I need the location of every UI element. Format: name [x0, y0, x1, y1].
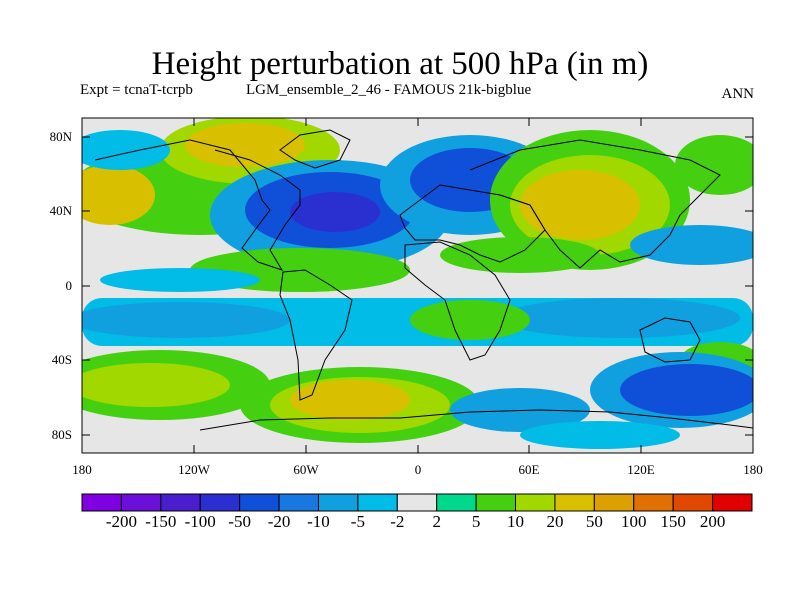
lon-label-0: 0	[414, 462, 422, 477]
contour-field	[82, 118, 753, 453]
coastline-greenland	[279, 129, 351, 169]
contour-negative	[100, 268, 260, 292]
colorbar-swatch	[633, 493, 674, 512]
lat-label-40n: 40N	[49, 203, 72, 218]
colorbar-swatch	[515, 493, 556, 512]
colorbar-swatch	[436, 493, 477, 512]
lat-label-80n: 80N	[49, 129, 72, 144]
colorbar-label: -2	[390, 512, 405, 531]
contour-positive	[675, 135, 753, 195]
contour-positive	[410, 300, 530, 340]
colorbar-swatch	[317, 493, 359, 512]
colorbar-swatch	[593, 493, 635, 512]
colorbar-label: 10	[507, 512, 525, 531]
colorbar-swatch	[672, 493, 714, 512]
colorbar-label: -10	[307, 512, 330, 531]
axis-ticks	[82, 118, 753, 453]
lon-label-60w: 60W	[293, 462, 319, 477]
contour-positive	[290, 380, 410, 420]
contour-negative	[450, 388, 590, 432]
lat-label-80s: 80S	[51, 427, 72, 442]
colorbar-swatch	[278, 493, 319, 512]
experiment-label: Expt = tcnaT-tcrpb	[80, 82, 193, 98]
coastline-africa	[404, 241, 511, 361]
colorbar-label: 2	[432, 512, 441, 531]
colorbar-label: -5	[350, 512, 365, 531]
contour-negative	[500, 298, 740, 338]
colorbar-swatch	[357, 493, 398, 512]
colorbar-label: 200	[699, 512, 726, 531]
contour-negative	[82, 302, 290, 338]
colorbar-label: -20	[267, 512, 291, 531]
colorbar-swatch	[712, 493, 753, 512]
colorbar-label: 100	[621, 512, 647, 531]
colorbar-swatch	[475, 493, 517, 512]
colorbar-label: 150	[660, 512, 686, 531]
contour-negative	[620, 364, 753, 416]
colorbar-swatch	[160, 493, 201, 512]
contour-positive	[185, 123, 305, 167]
lon-label-180w: 180	[72, 462, 92, 477]
colorbar-label: 5	[471, 512, 481, 531]
contour-negative	[520, 421, 680, 449]
colorbar-swatch	[81, 493, 122, 512]
colorbar	[81, 493, 753, 512]
colorbar-swatch	[199, 493, 241, 512]
contour-positive	[82, 165, 155, 225]
contour-positive	[440, 237, 600, 273]
contour-positive	[520, 170, 640, 240]
lon-label-120w: 120W	[178, 462, 210, 477]
contour-negative	[82, 130, 170, 170]
lon-label-180e: 180	[743, 462, 763, 477]
coastline-australia	[639, 317, 701, 363]
season-label: ANN	[721, 86, 755, 102]
lon-label-60e: 60E	[518, 462, 540, 477]
coastline-south-america	[279, 269, 353, 401]
coastlines	[94, 129, 753, 431]
coastline-north-america	[94, 139, 301, 271]
coastline-antarctica	[199, 409, 753, 431]
colorbar-label: -50	[228, 512, 251, 531]
lon-label-120e: 120E	[627, 462, 655, 477]
run-label: LGM_ensemble_2_46 - FAMOUS 21k-bigblue	[246, 82, 532, 98]
colorbar-swatch	[396, 493, 438, 512]
contour-positive	[82, 363, 230, 407]
lat-label-eq: 0	[65, 278, 73, 293]
coastline-asia	[469, 139, 721, 269]
colorbar-label: 50	[585, 512, 603, 531]
contour-negative	[290, 192, 380, 232]
lat-label-40s: 40S	[51, 352, 72, 367]
coastline-europe-north-africa	[399, 184, 546, 263]
colorbar-swatch	[239, 493, 280, 512]
colorbar-swatch	[120, 493, 162, 512]
colorbar-label: -100	[184, 512, 216, 531]
colorbar-label: -200	[105, 512, 137, 531]
colorbar-swatch	[554, 493, 595, 512]
colorbar-label: 20	[546, 512, 564, 531]
colorbar-label: -150	[145, 512, 177, 531]
plot-title: Height perturbation at 500 hPa (in m)	[151, 46, 649, 82]
contour-negative	[630, 225, 753, 265]
